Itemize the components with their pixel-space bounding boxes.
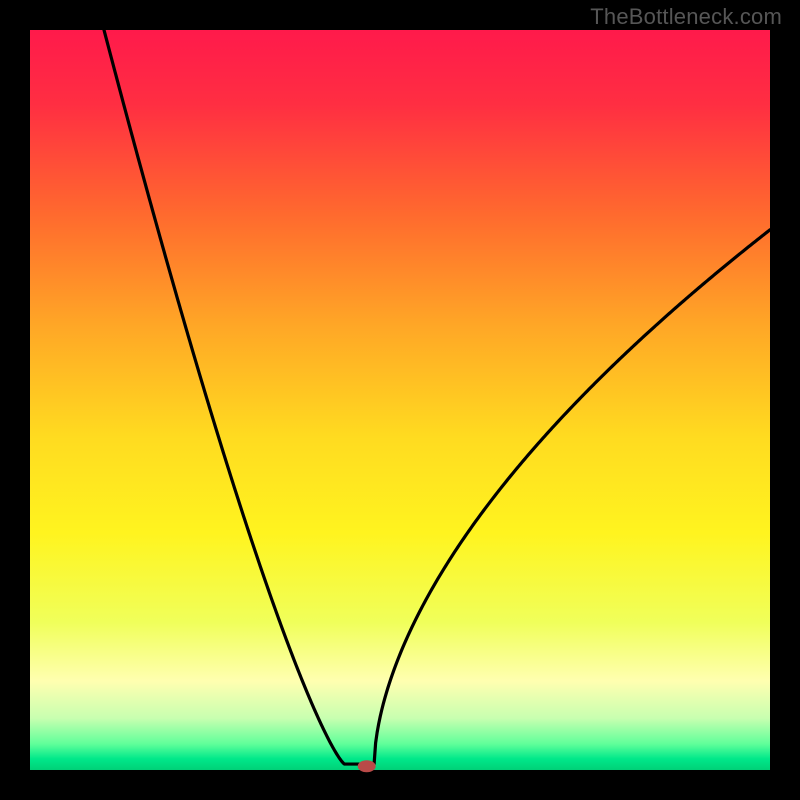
watermark-text: TheBottleneck.com bbox=[590, 4, 782, 30]
chart-frame: { "watermark": { "text": "TheBottleneck.… bbox=[0, 0, 800, 800]
plot-background bbox=[30, 30, 770, 770]
bottleneck-chart bbox=[0, 0, 800, 800]
optimum-marker bbox=[358, 760, 376, 772]
